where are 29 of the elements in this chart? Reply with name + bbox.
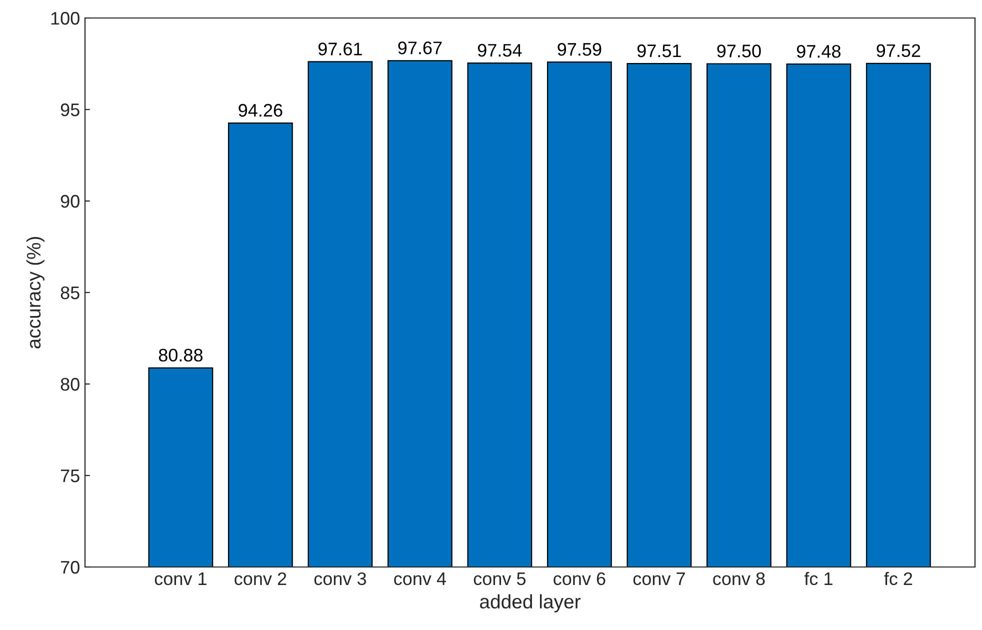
y-tick-label: 80 [60,378,80,391]
y-tick-label: 100 [51,12,80,25]
data-label: 97.51 [637,44,681,58]
x-tick-label: conv 3 [314,572,366,586]
data-label: 97.54 [478,44,522,57]
y-axis-title: accuracy (%) [26,236,44,348]
x-tick-label: conv 4 [394,572,446,586]
data-label: 97.61 [318,42,362,56]
x-tick-label: conv 1 [154,572,206,586]
data-label: 97.67 [398,42,442,54]
x-tick-label: conv 8 [713,572,765,586]
x-tick-label: conv 6 [554,572,606,586]
x-tick-label: fc 1 [804,572,832,586]
x-tick-label: fc 2 [884,572,912,586]
data-label: 94.26 [238,104,282,117]
y-tick-label: 90 [60,194,80,208]
data-label: 97.50 [717,44,761,58]
x-tick-label: conv 5 [474,572,526,586]
x-tick-label: conv 7 [633,572,685,586]
data-label: 97.59 [558,42,602,56]
y-tick-label: 85 [60,286,80,300]
y-tick-label: 95 [60,103,80,116]
data-label: 97.52 [876,44,920,58]
y-tick-label: 75 [60,470,80,482]
x-axis-title: added layer [480,594,580,612]
data-label: 80.88 [158,348,203,362]
y-tick-label: 70 [60,560,80,574]
x-tick-label: conv 2 [234,572,286,586]
data-label: 97.48 [796,44,840,58]
